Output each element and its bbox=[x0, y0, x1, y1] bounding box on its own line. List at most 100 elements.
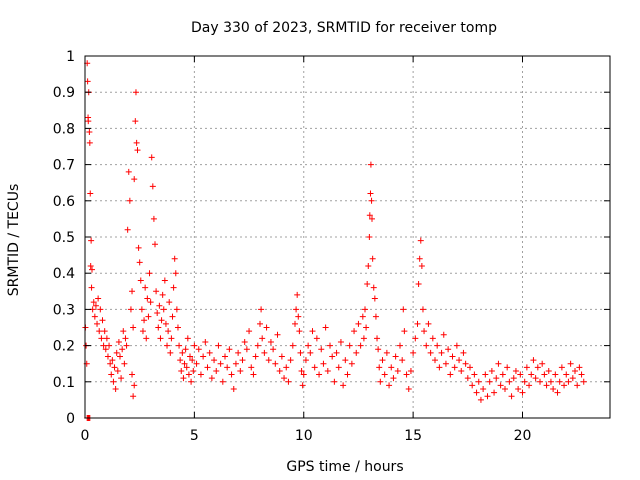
data-point bbox=[241, 338, 248, 345]
data-point bbox=[272, 360, 279, 367]
data-point bbox=[148, 154, 155, 161]
data-point bbox=[118, 375, 125, 382]
data-point bbox=[173, 306, 180, 313]
data-point bbox=[213, 367, 220, 374]
data-point bbox=[528, 371, 535, 378]
data-point bbox=[219, 378, 226, 385]
data-point bbox=[359, 313, 366, 320]
data-point bbox=[403, 371, 410, 378]
data-point bbox=[285, 378, 292, 385]
data-point bbox=[189, 357, 196, 364]
data-point bbox=[438, 349, 445, 356]
data-point bbox=[298, 367, 305, 374]
data-point bbox=[488, 367, 495, 374]
data-point bbox=[369, 215, 375, 222]
data-point bbox=[401, 328, 408, 335]
data-point bbox=[136, 259, 143, 266]
data-point bbox=[193, 360, 200, 367]
data-point bbox=[305, 342, 312, 349]
data-point bbox=[132, 118, 139, 125]
data-point bbox=[184, 335, 191, 342]
data-point bbox=[311, 364, 318, 371]
data-point bbox=[88, 237, 95, 244]
data-point bbox=[108, 371, 115, 378]
data-point bbox=[355, 320, 362, 327]
y-axis-label: SRMTID / TECUs bbox=[6, 184, 22, 297]
data-point bbox=[149, 183, 156, 190]
data-point bbox=[150, 215, 157, 222]
data-point bbox=[89, 266, 95, 273]
data-point bbox=[515, 386, 522, 393]
data-point bbox=[416, 255, 423, 262]
data-point bbox=[267, 338, 274, 345]
data-point bbox=[98, 335, 105, 342]
data-point bbox=[453, 342, 460, 349]
data-point bbox=[254, 342, 261, 349]
data-point bbox=[200, 353, 207, 360]
data-point bbox=[360, 335, 367, 342]
data-point bbox=[423, 342, 430, 349]
data-point bbox=[158, 317, 165, 324]
data-point bbox=[365, 262, 372, 269]
data-point bbox=[460, 349, 467, 356]
data-point bbox=[379, 357, 386, 364]
data-point bbox=[174, 324, 181, 331]
data-point bbox=[344, 371, 351, 378]
data-point bbox=[569, 375, 576, 382]
data-point bbox=[276, 367, 283, 374]
data-point bbox=[195, 346, 202, 353]
data-point bbox=[381, 371, 388, 378]
data-point bbox=[429, 335, 436, 342]
data-point bbox=[407, 367, 414, 374]
data-point bbox=[112, 386, 119, 393]
data-point bbox=[243, 346, 250, 353]
data-point bbox=[144, 295, 151, 302]
data-point bbox=[414, 320, 421, 327]
data-point bbox=[130, 393, 137, 400]
data-point bbox=[451, 364, 458, 371]
data-point bbox=[578, 371, 585, 378]
data-point bbox=[119, 346, 126, 353]
data-point bbox=[561, 382, 568, 389]
data-point bbox=[552, 371, 559, 378]
data-point bbox=[399, 357, 406, 364]
data-point bbox=[226, 346, 233, 353]
data-point bbox=[135, 244, 142, 251]
data-point bbox=[469, 382, 476, 389]
data-point bbox=[477, 396, 484, 403]
data-point bbox=[327, 342, 333, 349]
data-point bbox=[547, 378, 554, 385]
data-point bbox=[171, 255, 178, 262]
data-point bbox=[517, 371, 524, 378]
data-point bbox=[462, 360, 469, 367]
data-point bbox=[246, 328, 253, 335]
data-point bbox=[376, 364, 383, 371]
data-point bbox=[91, 313, 98, 320]
data-point bbox=[142, 284, 149, 291]
data-point bbox=[371, 295, 378, 302]
data-point bbox=[567, 360, 574, 367]
data-point bbox=[475, 378, 482, 385]
grid-lines bbox=[85, 56, 610, 418]
data-point bbox=[164, 342, 171, 349]
data-point bbox=[367, 190, 374, 197]
x-tick-label: 10 bbox=[295, 428, 313, 444]
data-point bbox=[539, 360, 546, 367]
data-point bbox=[362, 306, 368, 313]
data-point bbox=[543, 382, 550, 389]
data-point bbox=[445, 346, 452, 353]
data-point bbox=[208, 375, 215, 382]
data-point bbox=[295, 313, 302, 320]
y-tick-label: 1 bbox=[66, 49, 75, 65]
data-point bbox=[250, 371, 257, 378]
data-point bbox=[289, 342, 296, 349]
data-point bbox=[427, 349, 434, 356]
data-point bbox=[400, 306, 407, 313]
data-point bbox=[550, 386, 557, 393]
data-point bbox=[506, 378, 513, 385]
data-point bbox=[103, 335, 110, 342]
data-point bbox=[563, 371, 570, 378]
data-point bbox=[297, 349, 304, 356]
data-point bbox=[580, 378, 587, 385]
